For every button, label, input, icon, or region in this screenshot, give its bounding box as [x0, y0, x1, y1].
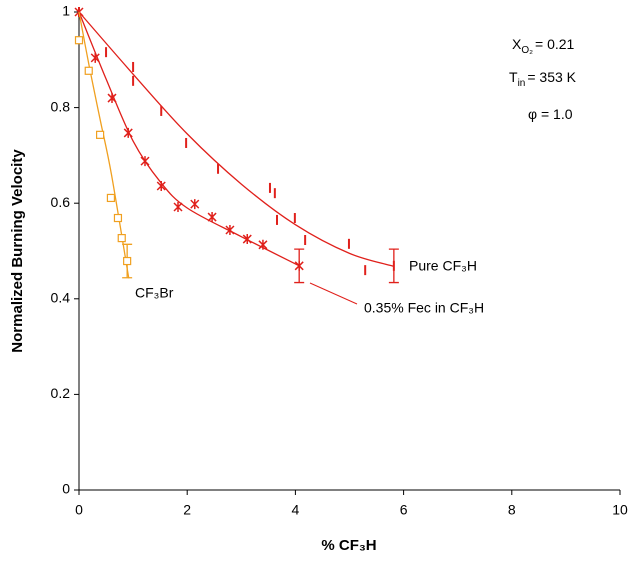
marker	[95, 130, 105, 139]
annotation-part: T	[509, 69, 518, 85]
fit-curve	[78, 11, 395, 267]
leader-line	[309, 282, 358, 305]
marker	[140, 156, 150, 167]
marker	[123, 127, 133, 138]
series-label: CF₃Br	[135, 285, 174, 301]
x-tick-label: 8	[508, 502, 516, 518]
x-axis-title: % CF₃H	[321, 537, 376, 554]
annotation-part: X	[512, 36, 522, 52]
marker	[207, 212, 217, 223]
annotation: φ = 1.0	[528, 106, 573, 122]
annotation: XO₂ = 0.21	[512, 36, 575, 56]
y-tick-label: 0	[62, 481, 70, 497]
marker	[113, 213, 123, 223]
marker	[242, 234, 252, 245]
annotation: Tin = 353 K	[509, 69, 577, 89]
y-tick-label: 1	[62, 3, 70, 19]
y-tick-label: 0.4	[51, 290, 71, 306]
annotation-part: in	[518, 78, 526, 89]
y-axis-title: Normalized Burning Velocity	[9, 149, 26, 353]
marker	[90, 52, 100, 63]
annotation-part: O₂	[521, 45, 533, 56]
marker	[173, 202, 183, 213]
x-tick-label: 0	[75, 502, 83, 518]
annotation-part: φ = 1.0	[528, 106, 573, 122]
y-tick-label: 0.8	[51, 98, 71, 114]
y-tick-label: 0.2	[51, 385, 71, 401]
y-tick-label: 0.6	[51, 194, 71, 210]
marker	[107, 93, 117, 104]
x-tick-label: 6	[400, 502, 408, 518]
marker	[156, 180, 166, 191]
marker	[123, 256, 132, 266]
marker	[74, 36, 84, 45]
x-tick-label: 2	[183, 502, 191, 518]
annotation-part: = 353 K	[527, 69, 576, 85]
series-label: 0.35% Fec in CF₃H	[364, 300, 484, 316]
fit-curve	[78, 11, 300, 267]
marker	[117, 233, 126, 243]
series-label: Pure CF₃H	[409, 258, 477, 274]
annotation-part: = 0.21	[535, 36, 575, 52]
marker	[258, 239, 268, 250]
marker	[84, 66, 93, 75]
x-tick-label: 10	[612, 502, 628, 518]
marker	[225, 224, 235, 235]
marker	[294, 260, 304, 271]
marker	[190, 199, 200, 210]
fit-curve	[78, 11, 130, 279]
x-tick-label: 4	[292, 502, 300, 518]
marker	[106, 193, 116, 203]
